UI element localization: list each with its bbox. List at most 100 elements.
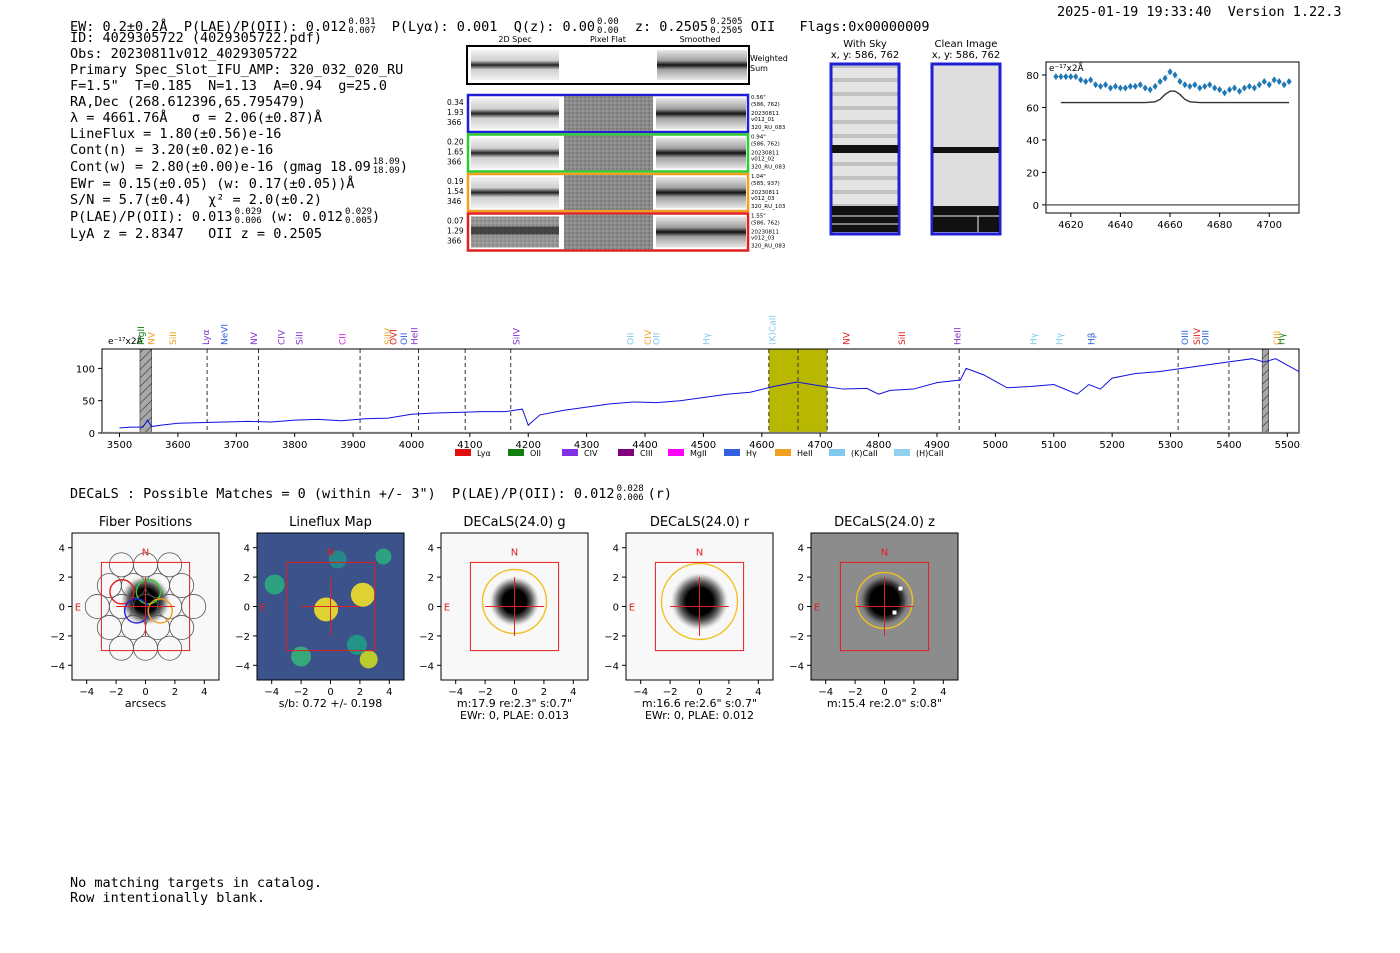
panel-ytick-label: 2 [428, 573, 434, 584]
zoom-data-point [1112, 82, 1118, 90]
cutout-xy: (586, 762) [751, 142, 780, 148]
legend-swatch [894, 449, 910, 456]
legend-label: (H)CaII [916, 449, 943, 458]
lineflux-blob [350, 582, 375, 607]
panel-xtick-label: 4 [755, 687, 761, 698]
cutout-date: 20230811 [751, 190, 779, 196]
panel-ytick-label: 0 [244, 603, 250, 614]
panel-xtick-label: −4 [633, 687, 648, 698]
plya-value: P(Lyα): 0.001 [391, 19, 498, 35]
panel-ytick-label: −4 [604, 661, 619, 672]
panel-xtick-label: −4 [264, 687, 279, 698]
info-plae-lo: 0.006 [234, 216, 262, 226]
spec-ytick-label: 100 [76, 364, 95, 375]
zoom-data-point [1261, 77, 1267, 85]
zoom-data-point [1157, 77, 1163, 85]
fiber-circle [108, 552, 134, 578]
cutout-date: 20230811 [751, 111, 779, 117]
cutout-n: 366 [447, 237, 462, 246]
cutout-flux: 1.54 [447, 187, 464, 196]
panel-xtick-label: 2 [541, 687, 547, 698]
zoom-data-point [1177, 77, 1183, 85]
legend-label: CIV [584, 449, 598, 458]
zoom-data-point [1117, 84, 1123, 92]
panel-xtick-label: 2 [911, 687, 917, 698]
spec-xtick-label: 4400 [632, 440, 657, 451]
panel-title: Fiber Positions [99, 515, 192, 530]
zoom-chart: e⁻¹⁷x2Å 4620 4640 4660 4680 4700 0 20 40 60 80 [1026, 61, 1300, 231]
col-2d-spec: 2D Spec [498, 35, 531, 44]
cutout-amp: 320_RU_083 [751, 165, 786, 171]
spec-xtick-label: 3800 [282, 440, 307, 451]
lineflux-blob [264, 574, 285, 595]
fiber-circle [181, 594, 207, 619]
search-box [839, 561, 930, 652]
fiber-circle [169, 573, 195, 598]
cutout-grid: 2D Spec Pixel Flat Smoothed Weighted Sum… [447, 35, 788, 252]
clean-image-xy: x, y: 586, 762 [932, 50, 1001, 61]
compass-e: E [260, 603, 266, 614]
cutout-smoothed [656, 98, 746, 129]
spec-xtick-label: 4800 [866, 440, 891, 451]
zoom-data-point [1256, 81, 1262, 89]
cutout-2d-trace [471, 226, 559, 235]
datetime: 2025-01-19 19:33:40 [1057, 4, 1212, 20]
zoom-data-point [1162, 74, 1168, 82]
spec-line-label: Hγ [1277, 332, 1287, 345]
spec-masked-regions [139, 348, 1269, 434]
spec-line-label: SiIV [513, 327, 523, 345]
spec-xtick-label: 5400 [1216, 440, 1241, 451]
panel-xtick-label: −2 [109, 687, 124, 698]
image-panels: N E −4 −4 −2 −2 0 0 2 2 4 4 Fiber Positions arcsecs N E… [50, 515, 959, 722]
clean-image-title: Clean Image [935, 39, 998, 50]
z-value: z: 0.2505 [634, 19, 709, 35]
zoom-data-point [1147, 86, 1153, 94]
zoom-data-point [1063, 73, 1069, 81]
zoom-data-point [1107, 84, 1113, 92]
lineflux-blob [328, 550, 347, 569]
cutout-dist: 1.55" [751, 214, 766, 220]
legend-label: Hγ [746, 449, 757, 458]
panel-ytick-label: −4 [235, 661, 250, 672]
spec-line-label: HeII [410, 327, 420, 345]
panel-ytick-label: 4 [613, 544, 619, 555]
panel-ytick-label: −2 [235, 632, 250, 643]
z-hi: 0.2505 [710, 17, 743, 27]
fiber-circle [108, 635, 134, 661]
legend-swatch [724, 449, 740, 456]
zoom-unit-label: e⁻¹⁷x2Å [1049, 62, 1085, 74]
panel-xtick-label: 4 [201, 687, 207, 698]
panel-xtick-label: −2 [478, 687, 493, 698]
spec-line-label: Hγ [702, 332, 712, 345]
cutout-2d [471, 137, 559, 169]
info-block: ID: 4029305722 (4029305722.pdf) Obs: 202… [70, 30, 408, 242]
panel-xtick-label: −2 [663, 687, 678, 698]
spec-xtick-label: 5200 [1099, 440, 1124, 451]
spec-unit-label: e⁻¹⁷x2Å [108, 335, 144, 347]
panel-xtick-label: −2 [848, 687, 863, 698]
panel-caption-2: EWr: 0, PLAE: 0.012 [645, 709, 754, 722]
contw-hi: 18.09 [372, 157, 400, 167]
with-sky-trace [832, 145, 898, 153]
spec-line-label: CIV [644, 329, 654, 345]
compass-n: N [696, 548, 703, 559]
panel: N E −4 −4 −2 −2 0 0 2 2 4 4 Fiber Positions arcsecs [50, 515, 220, 710]
weighted-sum-row: Weighted Sum [466, 45, 788, 85]
ew-value: EW: 0.2±0.2Å [70, 19, 168, 35]
legend-label: MgII [690, 449, 707, 458]
spec-line-label: (K)CaII [768, 315, 778, 345]
panel-xtick-label: 0 [142, 687, 148, 698]
cutout-2d [471, 177, 559, 208]
panel: N E −4 −4 −2 −2 0 0 2 2 4 4 DECaLS(24.0) g m:17.9 re:… [419, 515, 589, 722]
spec-line-label: NV [148, 331, 158, 345]
info-plae-w-end: ) [372, 209, 381, 225]
spec-axes: 3500 3600 3700 3800 3900 4000 4100 4200 4300 4400… [76, 364, 1300, 451]
zoom-xtick-label: 4680 [1207, 220, 1232, 231]
panel-title: Lineflux Map [289, 515, 372, 530]
zoom-data-point [1222, 89, 1228, 97]
spec-line-label: Hβ [1088, 332, 1098, 345]
lineflux-blob [314, 597, 339, 622]
panel-title: DECaLS(24.0) r [650, 515, 750, 530]
zoom-data-point [1098, 82, 1104, 90]
